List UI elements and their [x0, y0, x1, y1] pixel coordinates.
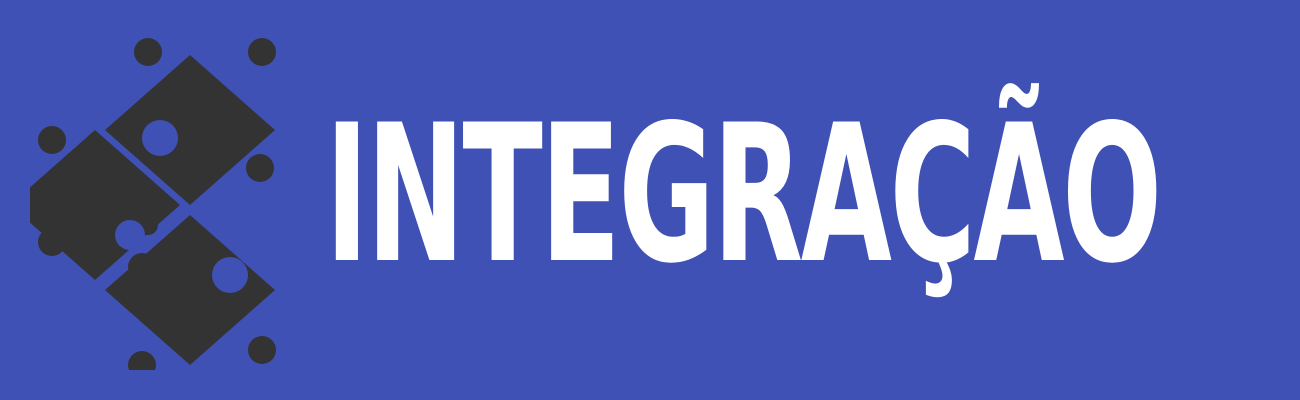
puzzle-piece-top-icon [105, 38, 276, 205]
page-title: INTEGRAÇÃO [325, 84, 1162, 305]
puzzle-pieces-icon [30, 38, 276, 370]
puzzle-piece-bottom-icon [105, 215, 276, 370]
